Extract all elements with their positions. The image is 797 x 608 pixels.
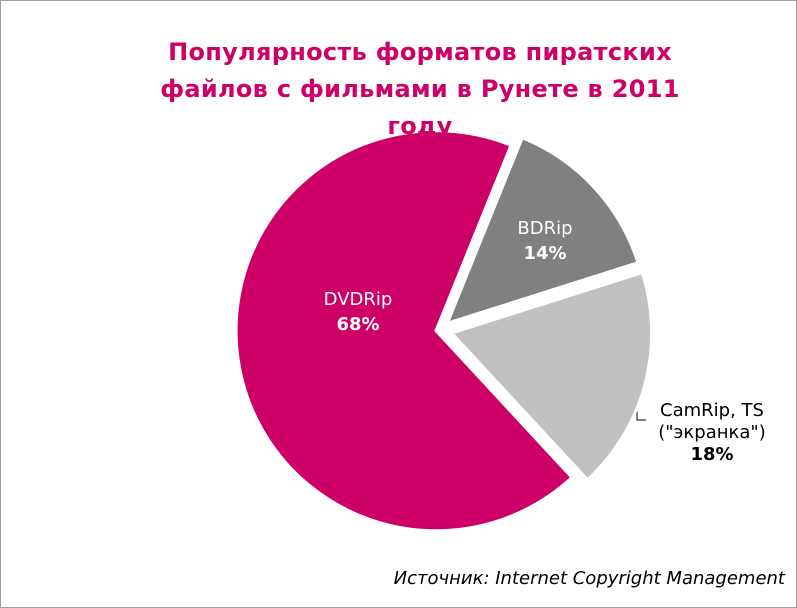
slice-value: 14% xyxy=(523,243,566,264)
slice-label: DVDRip xyxy=(324,289,393,310)
pie-slice xyxy=(234,129,575,533)
slice-label-group: CamRip, TS ("экранка") 18% xyxy=(636,400,788,466)
slice-value: 68% xyxy=(336,314,379,335)
slice-value: 18% xyxy=(690,444,734,465)
source-note: Источник: Internet Copyright Management xyxy=(393,568,785,589)
slice-label: BDRip xyxy=(517,218,572,239)
slice-label: CamRip, TS ("экранка") xyxy=(658,400,766,443)
pie-slice xyxy=(448,270,654,482)
chart-title: Популярность форматов пиратских файлов с… xyxy=(160,38,680,140)
pie-slice xyxy=(444,135,640,326)
